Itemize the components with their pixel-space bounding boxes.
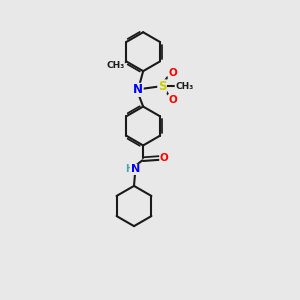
Text: O: O [160, 153, 169, 163]
Text: O: O [168, 95, 177, 105]
Text: N: N [130, 164, 140, 174]
Text: CH₃: CH₃ [175, 82, 194, 91]
Text: N: N [133, 83, 143, 96]
Text: H: H [125, 164, 134, 174]
Text: CH₃: CH₃ [106, 61, 124, 70]
Text: O: O [168, 68, 177, 78]
Text: S: S [158, 80, 167, 93]
